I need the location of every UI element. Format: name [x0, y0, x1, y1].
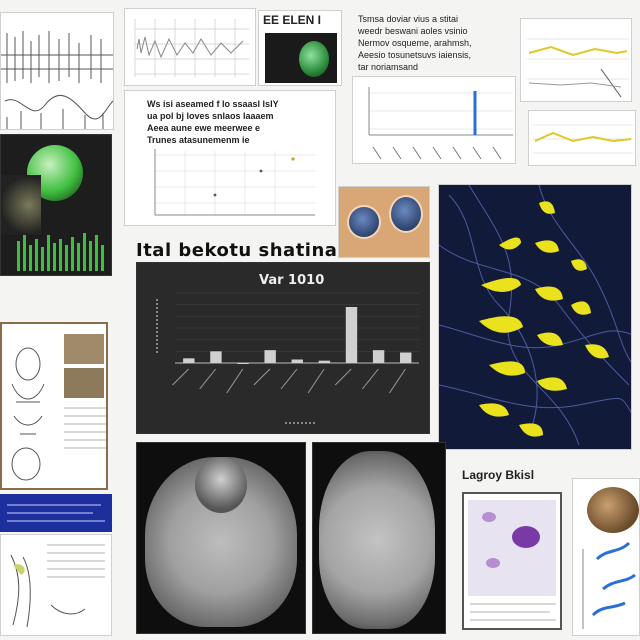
grey-organ-right-panel: [312, 442, 446, 634]
bar-3: [237, 363, 249, 364]
top-center-label: EE ELEN I: [263, 13, 322, 27]
bar-1: [183, 358, 195, 363]
blue-info-panel: [0, 494, 112, 532]
mid-left-text-line-4: Trunes atasunemenm ie: [147, 135, 250, 145]
top-right-text-line-2: weedr beswani aoles vsinio: [358, 26, 468, 36]
top-left-diagram-panel: [0, 12, 114, 130]
bar-4: [264, 350, 276, 363]
yellow-line-chart-panel: [520, 18, 632, 102]
bar-8: [372, 350, 385, 363]
top-right-text-line-5: tar noriamsand: [358, 62, 419, 72]
mid-left-text-line-1: Ws isi aseamed f lo ssaasl lsIY: [147, 99, 279, 109]
blue-cell-1: [347, 205, 381, 239]
scatter-text-panel: Ws isi aseamed f lo ssaasl lsIY ua pol b…: [124, 90, 336, 226]
mid-left-text-line-3: Aeea aune ewe meerwee e: [147, 123, 261, 133]
anatomy-poster-panel: [0, 322, 108, 490]
blue-line-chart-panel: [352, 76, 516, 164]
tick-mark-2: [199, 368, 217, 390]
main-bar-chart-panel: Var 1010: [136, 262, 430, 434]
small-yellow-chart-panel: [528, 110, 636, 166]
bar-9: [400, 352, 412, 363]
blue-panel-lines: [7, 504, 105, 522]
grid-chart: [134, 19, 249, 77]
top-center-poster-panel: EE ELEN I: [258, 10, 342, 86]
ink-diagram: [1, 31, 113, 129]
main-bar-chart: [156, 292, 419, 424]
blue-cells-image-panel: [338, 186, 430, 258]
bone-sketch: [10, 544, 105, 628]
top-right-text-line-3: Nermov osqueme, arahmsh,: [358, 38, 472, 48]
green-bar-chart: [17, 233, 104, 271]
blue-sketch: [582, 541, 636, 629]
main-heading: Ital bekotu shatina: [136, 240, 338, 261]
bar-2: [210, 351, 222, 363]
tick-mark-1: [172, 368, 189, 386]
scatter-chart: [154, 149, 315, 216]
tick-mark-7: [334, 368, 352, 386]
bottom-left-sketch-panel: [0, 534, 112, 636]
main-chart-title: Var 1010: [259, 273, 325, 288]
grey-organ-left-panel: [136, 442, 306, 634]
tick-mark-5: [280, 368, 298, 390]
bar-5: [291, 359, 303, 363]
yellow-neuron-illustration-panel: [438, 184, 632, 450]
top-grid-chart-panel: [124, 8, 256, 86]
bar-7: [345, 307, 358, 363]
microscopy-image: [468, 500, 556, 596]
brown-cell: [587, 487, 639, 533]
top-right-text-line-1: Tsmsa doviar vius a stitai: [358, 14, 459, 24]
tick-mark-4: [253, 368, 271, 386]
bar-6: [318, 360, 331, 363]
microscopy-caption-lines: [470, 603, 556, 621]
tick-mark-6: [307, 368, 325, 394]
blue-cell-2: [389, 195, 423, 233]
grey-organ-right: [319, 451, 435, 629]
blue-line-chart: [368, 87, 513, 160]
tick-mark-9: [389, 368, 406, 394]
top-right-text-line-4: Aeesio tosunetsuvs iaiensis,: [358, 50, 472, 60]
yellow-line-chart: [527, 38, 629, 98]
small-yellow-chart: [533, 124, 633, 154]
tick-mark-8: [361, 368, 379, 390]
brown-cell-panel: [572, 478, 640, 636]
top-right-text-panel: Tsmsa doviar vius a stitai weedr beswani…: [352, 8, 516, 86]
green-cell-image: [265, 33, 337, 83]
stained-microscopy-panel: [462, 492, 562, 630]
green-bars-image-panel: [0, 134, 112, 276]
mid-left-text-line-2: ua pol bj loves snlaos laaaem: [147, 111, 274, 121]
tick-mark-3: [226, 368, 244, 394]
bottom-right-label: Lagroy Bkisl: [462, 468, 535, 482]
skeleton-illustration: [11, 334, 106, 481]
neuron-illustration: [439, 185, 631, 446]
